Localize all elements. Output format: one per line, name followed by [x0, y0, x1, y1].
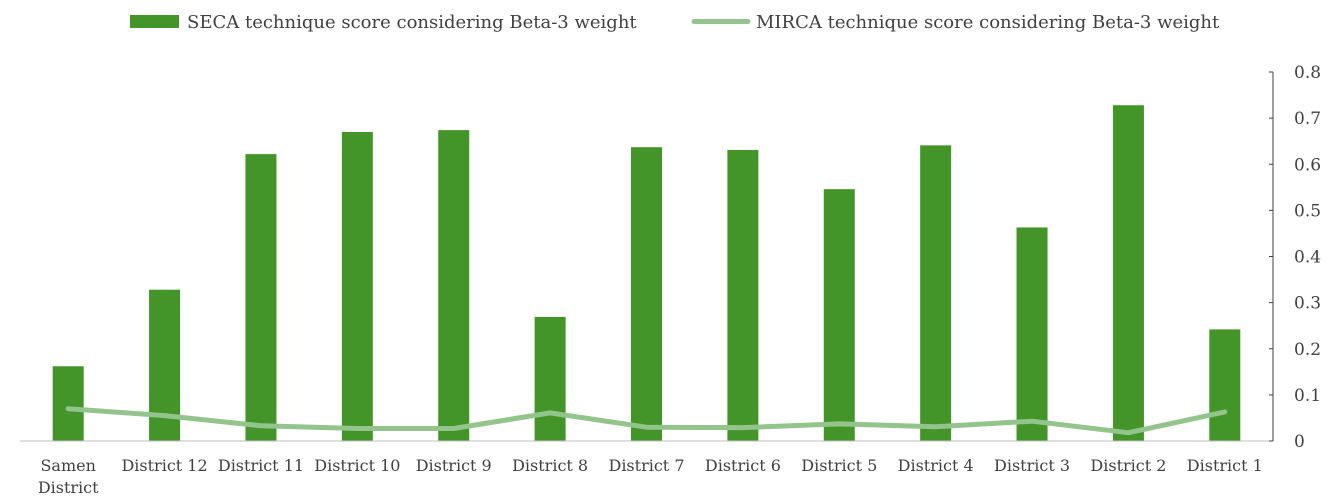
point-mirca: [1223, 410, 1227, 414]
y-tick-label: 0.8: [1294, 63, 1321, 83]
bar-seca: [1112, 105, 1144, 442]
bar-seca: [341, 131, 373, 441]
x-tick-label: District 2: [1090, 456, 1166, 475]
point-mirca: [548, 411, 552, 415]
bar-seca: [823, 189, 855, 441]
bar-seca: [52, 366, 84, 441]
y-tick-label: 0.5: [1294, 201, 1321, 221]
y-ticks: 0 0.1 0.2 0.3 0.4 0.5 0.6 0.7 0.8: [1269, 63, 1321, 452]
y-tick-label: 0: [1294, 432, 1305, 452]
bar-seca: [631, 147, 662, 441]
point-mirca: [1030, 419, 1034, 423]
bar-seca: [245, 154, 277, 442]
x-tick-label: District 12: [121, 456, 207, 475]
y-tick-label: 0.1: [1294, 386, 1321, 406]
bar-seca: [920, 145, 952, 441]
point-mirca: [837, 422, 841, 426]
bar-seca: [1016, 227, 1048, 441]
point-mirca: [1126, 431, 1130, 435]
bar-seca: [1209, 329, 1241, 441]
y-tick-label: 0.3: [1294, 294, 1321, 314]
lines: [65, 406, 1228, 436]
point-mirca: [452, 427, 456, 431]
x-tick-label: District 4: [898, 456, 974, 475]
y-tick-label: 0.4: [1294, 248, 1321, 268]
x-tick-label: District 8: [512, 456, 588, 475]
legend-label-mirca: MIRCA technique score considering Beta-3…: [756, 12, 1220, 33]
y-tick-label: 0.6: [1294, 155, 1321, 175]
x-tick-label: Samen District: [38, 456, 99, 497]
point-mirca: [934, 425, 938, 429]
x-tick-label: District 1: [1187, 456, 1263, 475]
bar-seca: [534, 316, 566, 441]
legend: SECA technique score considering Beta-3 …: [130, 12, 1220, 33]
legend-swatch-seca: [130, 15, 179, 28]
point-mirca: [645, 425, 648, 429]
x-tick-label: District 3: [994, 456, 1070, 475]
y-tick-label: 0.2: [1294, 340, 1321, 360]
bar-seca: [727, 149, 759, 442]
point-mirca: [741, 426, 745, 430]
x-tick-label: District 9: [416, 456, 492, 475]
y-tick-label: 0.7: [1294, 109, 1321, 129]
x-tick-label: District 5: [801, 456, 877, 475]
bar-seca: [438, 130, 470, 441]
x-tick-label: District 7: [608, 456, 684, 475]
point-mirca: [66, 407, 70, 411]
x-tick-label: District 6: [705, 456, 781, 475]
point-mirca: [163, 414, 167, 418]
x-tick-label: District 10: [314, 456, 400, 475]
point-mirca: [355, 427, 359, 431]
point-mirca: [259, 424, 263, 428]
x-tick-label: District 11: [218, 456, 304, 475]
bars: [52, 105, 1241, 442]
legend-label-seca: SECA technique score considering Beta-3 …: [187, 12, 637, 33]
x-labels: Samen District District 12 District 11 Distr…: [38, 456, 1263, 497]
